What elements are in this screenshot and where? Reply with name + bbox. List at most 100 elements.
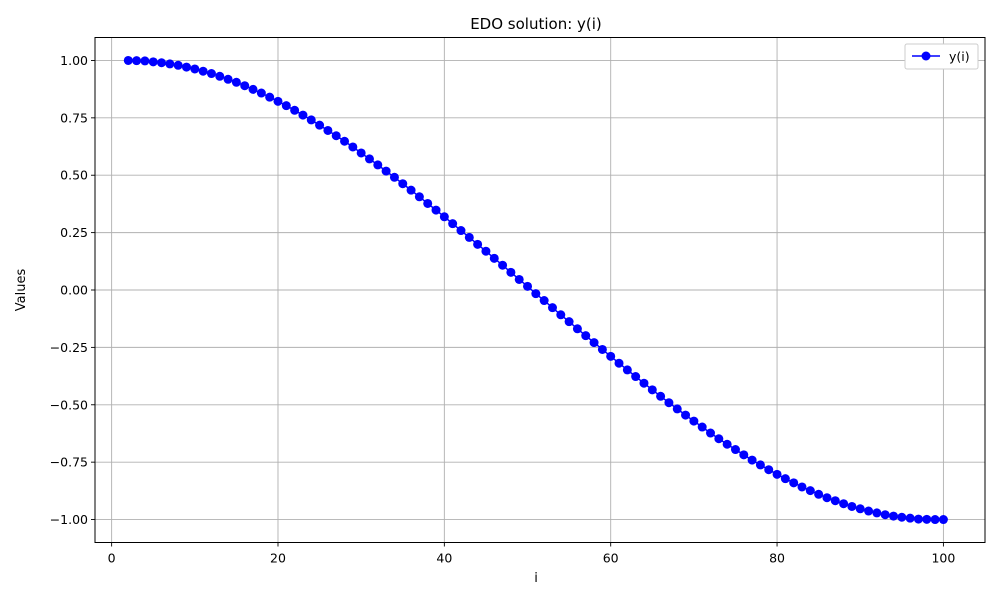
data-point — [356, 148, 366, 158]
y-tick-label: 1.00 — [60, 53, 88, 68]
data-point — [206, 69, 216, 79]
x-tick-label: 80 — [769, 551, 785, 566]
data-point — [556, 310, 566, 320]
data-point — [431, 205, 441, 215]
y-tick-label: 0.00 — [60, 283, 88, 298]
data-point — [190, 64, 200, 74]
data-point — [872, 508, 882, 518]
data-point — [439, 212, 449, 222]
data-point — [564, 317, 574, 327]
x-tick-label: 0 — [108, 551, 116, 566]
data-point — [855, 504, 865, 514]
data-point — [664, 398, 674, 408]
data-point — [456, 226, 466, 236]
chart-title: EDO solution: y(i) — [470, 15, 602, 33]
data-point — [689, 416, 699, 426]
data-point — [281, 101, 291, 111]
data-point — [398, 179, 408, 189]
data-point — [181, 62, 191, 72]
data-point — [148, 57, 158, 67]
data-point — [531, 289, 541, 299]
data-point — [922, 514, 932, 524]
data-point — [614, 358, 624, 368]
data-point — [223, 74, 233, 84]
data-point — [215, 71, 225, 81]
data-point — [822, 493, 832, 503]
data-point — [589, 338, 599, 348]
data-point — [140, 56, 150, 66]
data-point — [132, 56, 142, 66]
data-point — [889, 511, 899, 521]
data-point — [722, 439, 732, 449]
data-point — [464, 232, 474, 242]
grid-layer — [95, 37, 985, 543]
data-point — [157, 58, 167, 68]
data-point — [389, 172, 399, 182]
data-point — [414, 192, 424, 202]
data-point — [473, 239, 483, 249]
data-point — [331, 131, 341, 141]
data-point — [315, 120, 325, 130]
data-point — [880, 510, 890, 520]
y-axis-label: Values — [14, 269, 29, 312]
data-point — [256, 88, 266, 98]
data-point — [265, 92, 275, 102]
data-point — [406, 185, 416, 195]
data-point — [572, 324, 582, 334]
x-tick-label: 100 — [931, 551, 955, 566]
data-point — [864, 506, 874, 516]
data-point — [764, 465, 774, 475]
data-point — [747, 455, 757, 465]
data-point — [381, 166, 391, 176]
data-point — [739, 450, 749, 460]
data-point — [772, 469, 782, 479]
data-point — [730, 445, 740, 455]
x-axis-label: i — [534, 571, 538, 586]
data-point — [780, 474, 790, 484]
y-tick-label: 0.50 — [60, 168, 88, 183]
legend-box — [904, 43, 979, 70]
data-point — [706, 428, 716, 438]
data-point — [290, 105, 300, 115]
data-point — [581, 331, 591, 341]
data-point — [814, 489, 824, 499]
data-point — [248, 84, 258, 94]
y-tick-label: −0.50 — [50, 397, 88, 412]
data-point — [373, 160, 383, 170]
data-point — [323, 125, 333, 135]
data-point — [597, 344, 607, 354]
data-point — [913, 514, 923, 524]
legend: y(i) — [904, 43, 979, 70]
data-point — [231, 77, 241, 87]
data-point — [714, 434, 724, 444]
data-point — [514, 274, 524, 284]
data-point — [489, 253, 499, 263]
data-point — [930, 515, 940, 525]
y-tick-label: 0.75 — [60, 110, 88, 125]
data-point — [631, 372, 641, 382]
x-tick-label: 60 — [603, 551, 619, 566]
data-point — [173, 60, 183, 70]
series-layer — [123, 55, 948, 525]
legend-marker — [921, 51, 931, 61]
data-point — [839, 499, 849, 509]
data-point — [938, 515, 948, 525]
data-point — [656, 391, 666, 401]
tick-layer: 0 20 40 60 80 100 −1.00 −0.75 −0.50 −0.25 0.00 0.25… — [50, 53, 956, 566]
data-point — [240, 81, 250, 91]
data-point — [123, 55, 133, 65]
data-point — [306, 115, 316, 125]
data-point — [340, 136, 350, 146]
data-point — [539, 296, 549, 306]
data-point — [448, 219, 458, 229]
data-point — [423, 198, 433, 208]
data-point — [797, 482, 807, 492]
y-tick-label: −1.00 — [50, 512, 88, 527]
data-point — [697, 422, 707, 432]
data-point — [165, 59, 175, 69]
data-point — [847, 501, 857, 511]
data-point — [364, 154, 374, 164]
data-point — [639, 378, 649, 388]
legend-label: y(i) — [949, 49, 970, 64]
